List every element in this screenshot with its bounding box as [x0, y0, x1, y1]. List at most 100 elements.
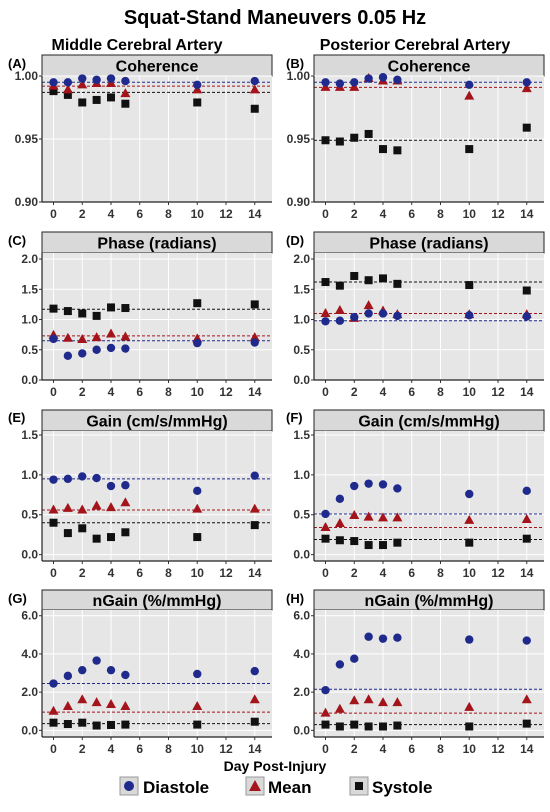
panel-b-xtick-label: 10 — [463, 207, 477, 221]
panel-d-ytick-label: 1.0 — [293, 313, 310, 327]
panel-e-ytick-label: 0.0 — [21, 548, 38, 562]
legend-diastole-marker — [124, 781, 134, 791]
panel-g-systole-point — [92, 721, 101, 730]
panel-g-diastole-point — [250, 666, 259, 676]
panel-a-diastole-point — [106, 74, 116, 83]
panel-d-xtick-label: 4 — [380, 385, 387, 399]
panel-h-diastole-point — [393, 633, 402, 642]
panel-f-systole-point — [321, 534, 330, 543]
panel-a-xtick-label: 0 — [50, 207, 57, 221]
panel-a-systole-point — [121, 99, 130, 108]
panel-a-ytick-label: 1.00 — [15, 69, 39, 83]
panel-e-xtick-label: 14 — [248, 566, 262, 580]
panel-c-ytick-label: 1.0 — [21, 313, 38, 327]
panel-h-xtick-label: 2 — [351, 742, 358, 756]
panel-g-ytick-label: 6.0 — [21, 609, 38, 623]
panel-a-diastole-point — [49, 78, 58, 87]
panel-d-diastole-point — [364, 309, 373, 318]
legend-mean-label: Mean — [268, 778, 311, 797]
panel-a-strip-title: Coherence — [116, 59, 199, 76]
panel-b-diastole-point — [335, 79, 345, 88]
panel-a-mean-point — [120, 88, 131, 98]
panel-a-systole-point — [193, 98, 202, 107]
panel-c-diastole-point — [121, 344, 130, 353]
panel-h-ytick-label: 2.0 — [293, 685, 310, 699]
panel-e-systole-point — [121, 528, 130, 537]
panel-e-systole-point — [250, 521, 259, 530]
panel-d-systole-point — [522, 286, 531, 295]
panel-d-diastole-point — [335, 316, 345, 325]
panel-e-systole-point — [107, 533, 115, 542]
panel-f-systole-point — [522, 534, 531, 543]
panel-e-diastole-point — [63, 474, 73, 484]
panel-e-xtick-label: 8 — [165, 566, 172, 580]
panel-g-ytick-label: 0.0 — [21, 723, 38, 737]
panel-f-xtick-label: 10 — [463, 566, 477, 580]
panel-d-strip-title: Phase (radians) — [369, 236, 488, 253]
panel-g-xtick-label: 12 — [219, 742, 233, 756]
panel-e-mean-point — [120, 497, 131, 507]
panel-c-xtick-label: 14 — [248, 385, 262, 399]
panel-c-systole-point — [63, 307, 72, 316]
panel-a-diastole-point — [193, 80, 202, 90]
panel-c-ytick-label: 0.0 — [21, 373, 38, 387]
panel-e-diastole-point — [121, 481, 130, 490]
panel-g-strip-title: nGain (%/mmHg) — [93, 593, 222, 610]
panel-c-xtick-label: 12 — [219, 385, 233, 399]
panel-f-ytick-label: 1.0 — [293, 468, 310, 482]
panel-d-xtick-label: 10 — [463, 385, 477, 399]
panel-a-systole-point — [107, 93, 115, 102]
panel-e-xtick-label: 10 — [191, 566, 205, 580]
panel-b: (B) Coherence 0.90 0.95 1.00 0 2 4 6 8 10 12 14 — [286, 54, 545, 221]
panel-g-xtick-label: 0 — [50, 742, 57, 756]
panel-c-systole-point — [193, 299, 202, 308]
panel-d-systole-point — [393, 279, 402, 288]
panel-c-systole-point — [49, 304, 58, 313]
panel-g-systole-point — [121, 720, 130, 729]
panel-b-diastole-point — [378, 73, 388, 82]
panel-b-mean-point — [464, 90, 475, 100]
panel-f-diastole-point — [465, 489, 474, 499]
panel-h-diastole-point — [465, 635, 474, 644]
panel-c-strip-title: Phase (radians) — [97, 236, 216, 253]
panel-f-diastole-point — [393, 484, 402, 493]
panel-f-diastole-point — [335, 494, 345, 503]
panel-e-diastole-point — [49, 475, 58, 484]
panel-h-xtick-label: 4 — [380, 742, 387, 756]
panel-a-diastole-point — [92, 75, 101, 84]
panel-h-xtick-label: 10 — [463, 742, 477, 756]
x-axis-label: Day Post-Injury — [224, 758, 327, 774]
panel-f-xtick-label: 8 — [437, 566, 444, 580]
panel-e-systole-point — [193, 533, 202, 542]
panel-a-systole-point — [250, 104, 259, 113]
panel-a-xtick-label: 4 — [108, 207, 115, 221]
panel-c-ytick-label: 2.0 — [21, 252, 38, 266]
panel-d-diastole-point — [522, 312, 531, 321]
panel-c-ytick-label: 0.5 — [21, 343, 38, 357]
panel-c-xtick-label: 8 — [165, 385, 172, 399]
panel-a-xtick-label: 6 — [136, 207, 143, 221]
panel-g-systole-point — [193, 720, 202, 729]
panel-a-ytick-label: 0.90 — [15, 195, 39, 209]
legend-systole-marker — [355, 782, 363, 790]
panel-b-xtick-label: 2 — [351, 207, 358, 221]
panel-h-mean-point — [392, 697, 403, 707]
panel-g-mean-point — [120, 700, 131, 710]
panel-f: (F) Gain (cm/s/mmHg) 0.0 0.5 1.0 1.5 0 2 4 6 8 10 12… — [286, 409, 545, 580]
col-title-pca: Posterior Cerebral Artery — [320, 37, 511, 54]
panel-g-diastole-point — [78, 665, 87, 675]
panel-d-mean-point — [334, 304, 345, 314]
panel-f-ytick-label: 0.5 — [293, 508, 310, 522]
panel-h-systole-point — [379, 722, 387, 731]
panel-h-mean-point — [349, 695, 360, 705]
panel-c-letter: (C) — [8, 233, 26, 248]
panel-f-letter: (F) — [286, 410, 303, 425]
panel-a-systole-point — [49, 87, 58, 96]
panel-b-ytick-label: 1.00 — [287, 69, 311, 83]
panel-b-systole-point — [364, 129, 373, 138]
panel-g-xtick-label: 6 — [136, 742, 143, 756]
panel-a-diastole-point — [250, 76, 259, 86]
panel-h-mean-point — [320, 707, 331, 717]
panel-e-xtick-label: 6 — [136, 566, 143, 580]
